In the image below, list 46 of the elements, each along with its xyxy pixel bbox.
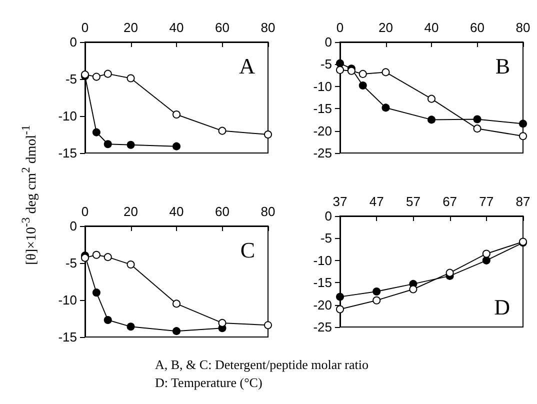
x-tick-label: 0 (81, 20, 89, 35)
x-tick-label: 60 (215, 204, 230, 219)
x-tick-label: 47 (369, 194, 384, 209)
x-tick-label: 40 (169, 20, 184, 35)
y-tick-label: -5 (320, 230, 332, 246)
x-tick-label: 80 (260, 204, 276, 219)
y-tick-label: -10 (313, 78, 332, 94)
y-tick-label: -5 (65, 72, 77, 86)
text: B (495, 54, 510, 78)
x-tick-label: 20 (378, 20, 393, 35)
y-tick-label: -15 (313, 275, 332, 290)
x-tick-label: 20 (124, 204, 138, 219)
text: D (494, 294, 510, 320)
x-tick-label: 80 (516, 20, 530, 35)
y-tick-label: -20 (313, 297, 332, 312)
x-tick-label: 20 (124, 20, 138, 35)
y-tick-label: -5 (65, 256, 77, 270)
y-tick-label: -15 (58, 146, 77, 160)
y-tick-label: 0 (324, 34, 332, 50)
y-tick-label: 0 (70, 34, 77, 50)
y-tick-label: -10 (313, 252, 332, 268)
x-tick-label: 87 (516, 194, 530, 209)
text: C (240, 238, 256, 262)
x-tick-label: 40 (424, 20, 439, 35)
x-tick-label: 37 (332, 194, 348, 209)
y-tick-label: -5 (320, 56, 332, 72)
x-tick-label: 60 (215, 20, 230, 35)
x-tick-label: 77 (479, 194, 494, 209)
y-tick-label: -25 (313, 146, 332, 160)
x-tick-label: 60 (470, 20, 484, 35)
x-tick-label: 80 (260, 20, 276, 35)
y-tick-label: -25 (313, 320, 332, 334)
x-tick-label: 0 (81, 204, 89, 219)
y-tick-label: -10 (58, 292, 77, 308)
x-tick-label: 57 (406, 194, 420, 209)
y-tick-label: -15 (313, 101, 332, 116)
y-tick-label: -20 (313, 123, 332, 138)
text: A, B, & C: Detergent/peptide molar ratio (155, 356, 368, 374)
text: A (239, 54, 256, 78)
x-tick-label: 0 (336, 20, 344, 35)
y-tick-label: 0 (70, 218, 77, 234)
y-tick-label: -15 (58, 330, 77, 344)
text: D: Temperature (°C) (155, 374, 264, 392)
x-tick-label: 40 (169, 204, 184, 219)
x-tick-label: 67 (442, 194, 458, 209)
y-tick-label: -10 (58, 108, 77, 124)
